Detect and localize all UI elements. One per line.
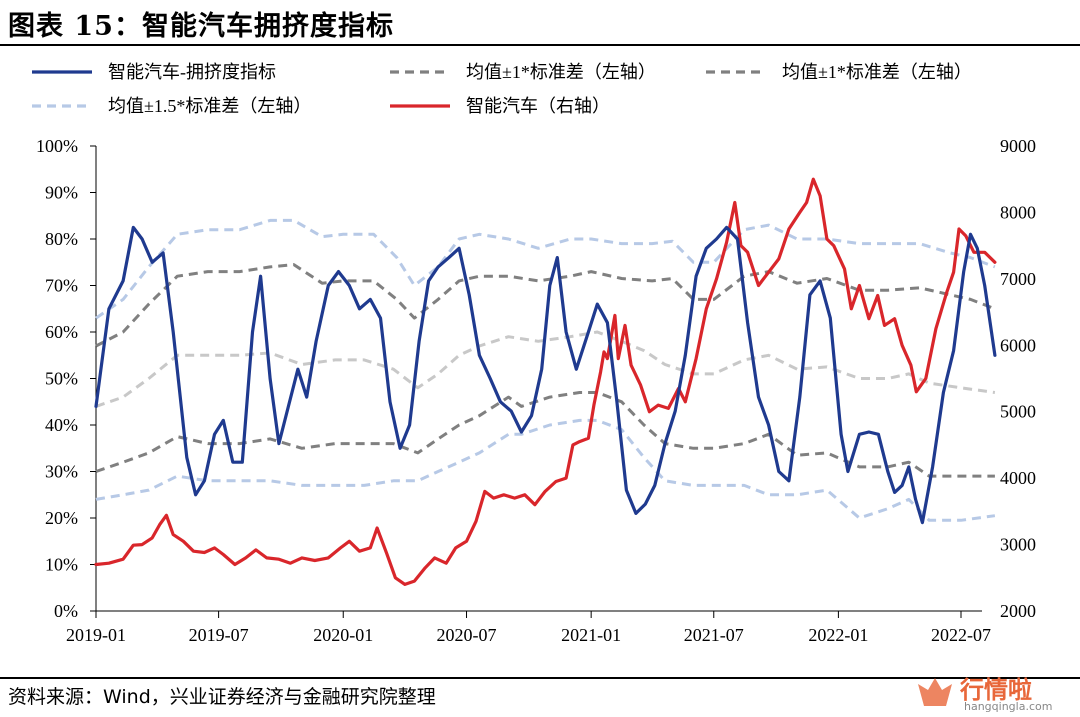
x-tick-label: 2021-07 xyxy=(684,625,744,645)
chart-series xyxy=(94,177,997,586)
x-tick-label: 2020-01 xyxy=(313,625,373,645)
y-left-tick-label: 30% xyxy=(45,462,78,482)
legend-label: 智能汽车（右轴） xyxy=(466,96,610,116)
x-tick-label: 2021-01 xyxy=(561,625,621,645)
legend-label: 均值±1.5*标准差（左轴） xyxy=(108,96,311,116)
x-tick-label: 2022-07 xyxy=(931,625,991,645)
watermark-logo-icon xyxy=(918,678,952,706)
y-left-tick-label: 10% xyxy=(45,555,78,575)
source-note: 资料来源：Wind，兴业证券经济与金融研究院整理 xyxy=(8,686,436,708)
series-line xyxy=(95,218,996,320)
watermark: 行情啦 hangqingla.com xyxy=(912,670,1062,716)
y-left-tick-label: 20% xyxy=(45,508,78,528)
x-tick-label: 2020-07 xyxy=(437,625,497,645)
watermark-url: hangqingla.com xyxy=(964,700,1053,713)
top-rule xyxy=(0,44,1080,46)
series-line xyxy=(94,225,997,525)
y-right-tick-label: 5000 xyxy=(1000,402,1036,422)
x-tick-label: 2019-07 xyxy=(189,625,249,645)
series-line xyxy=(95,263,996,348)
y-left-tick-label: 60% xyxy=(45,322,78,342)
y-right-tick-label: 3000 xyxy=(1000,535,1036,555)
bottom-rule xyxy=(0,677,1080,679)
y-right-tick-label: 6000 xyxy=(1000,335,1036,355)
y-left-tick-label: 70% xyxy=(45,276,78,296)
figure-title: 图表 15：智能汽车拥挤度指标 xyxy=(8,11,394,42)
y-right-tick-label: 7000 xyxy=(1000,269,1036,289)
series-line xyxy=(95,330,996,408)
y-right-tick-label: 8000 xyxy=(1000,202,1036,222)
x-tick-label: 2022-01 xyxy=(808,625,868,645)
chart-axes: 0% 10% 20% 30% 40% 50% 60% 70% 80% 90% 100% 2000 300… xyxy=(36,136,1036,645)
legend-label: 均值±1*标准差（左轴） xyxy=(466,62,656,82)
y-left-tick-label: 90% xyxy=(45,183,78,203)
x-tick-label: 2019-01 xyxy=(66,625,126,645)
y-right-tick-label: 9000 xyxy=(1000,136,1036,156)
y-left-tick-label: 100% xyxy=(36,136,78,156)
y-left-tick-label: 40% xyxy=(45,415,78,435)
y-left-tick-label: 0% xyxy=(54,601,78,621)
y-right-tick-label: 2000 xyxy=(1000,601,1036,621)
y-left-tick-label: 80% xyxy=(45,229,78,249)
y-left-tick-label: 50% xyxy=(45,369,78,389)
legend-label: 智能汽车-拥挤度指标 xyxy=(108,62,276,82)
series-line xyxy=(95,418,996,522)
legend-label: 均值±1*标准差（左轴） xyxy=(782,62,972,82)
series-line xyxy=(95,391,995,478)
line-chart: 智能汽车-拥挤度指标 均值±1*标准差（左轴） 均值±1*标准差（左轴） 均值±1.5… xyxy=(32,62,1036,645)
watermark-text: 行情啦 xyxy=(960,676,1032,704)
series-line xyxy=(94,177,997,586)
chart-legend: 智能汽车-拥挤度指标 均值±1*标准差（左轴） 均值±1*标准差（左轴） 均值±1.5… xyxy=(32,62,972,116)
y-right-tick-label: 4000 xyxy=(1000,468,1036,488)
